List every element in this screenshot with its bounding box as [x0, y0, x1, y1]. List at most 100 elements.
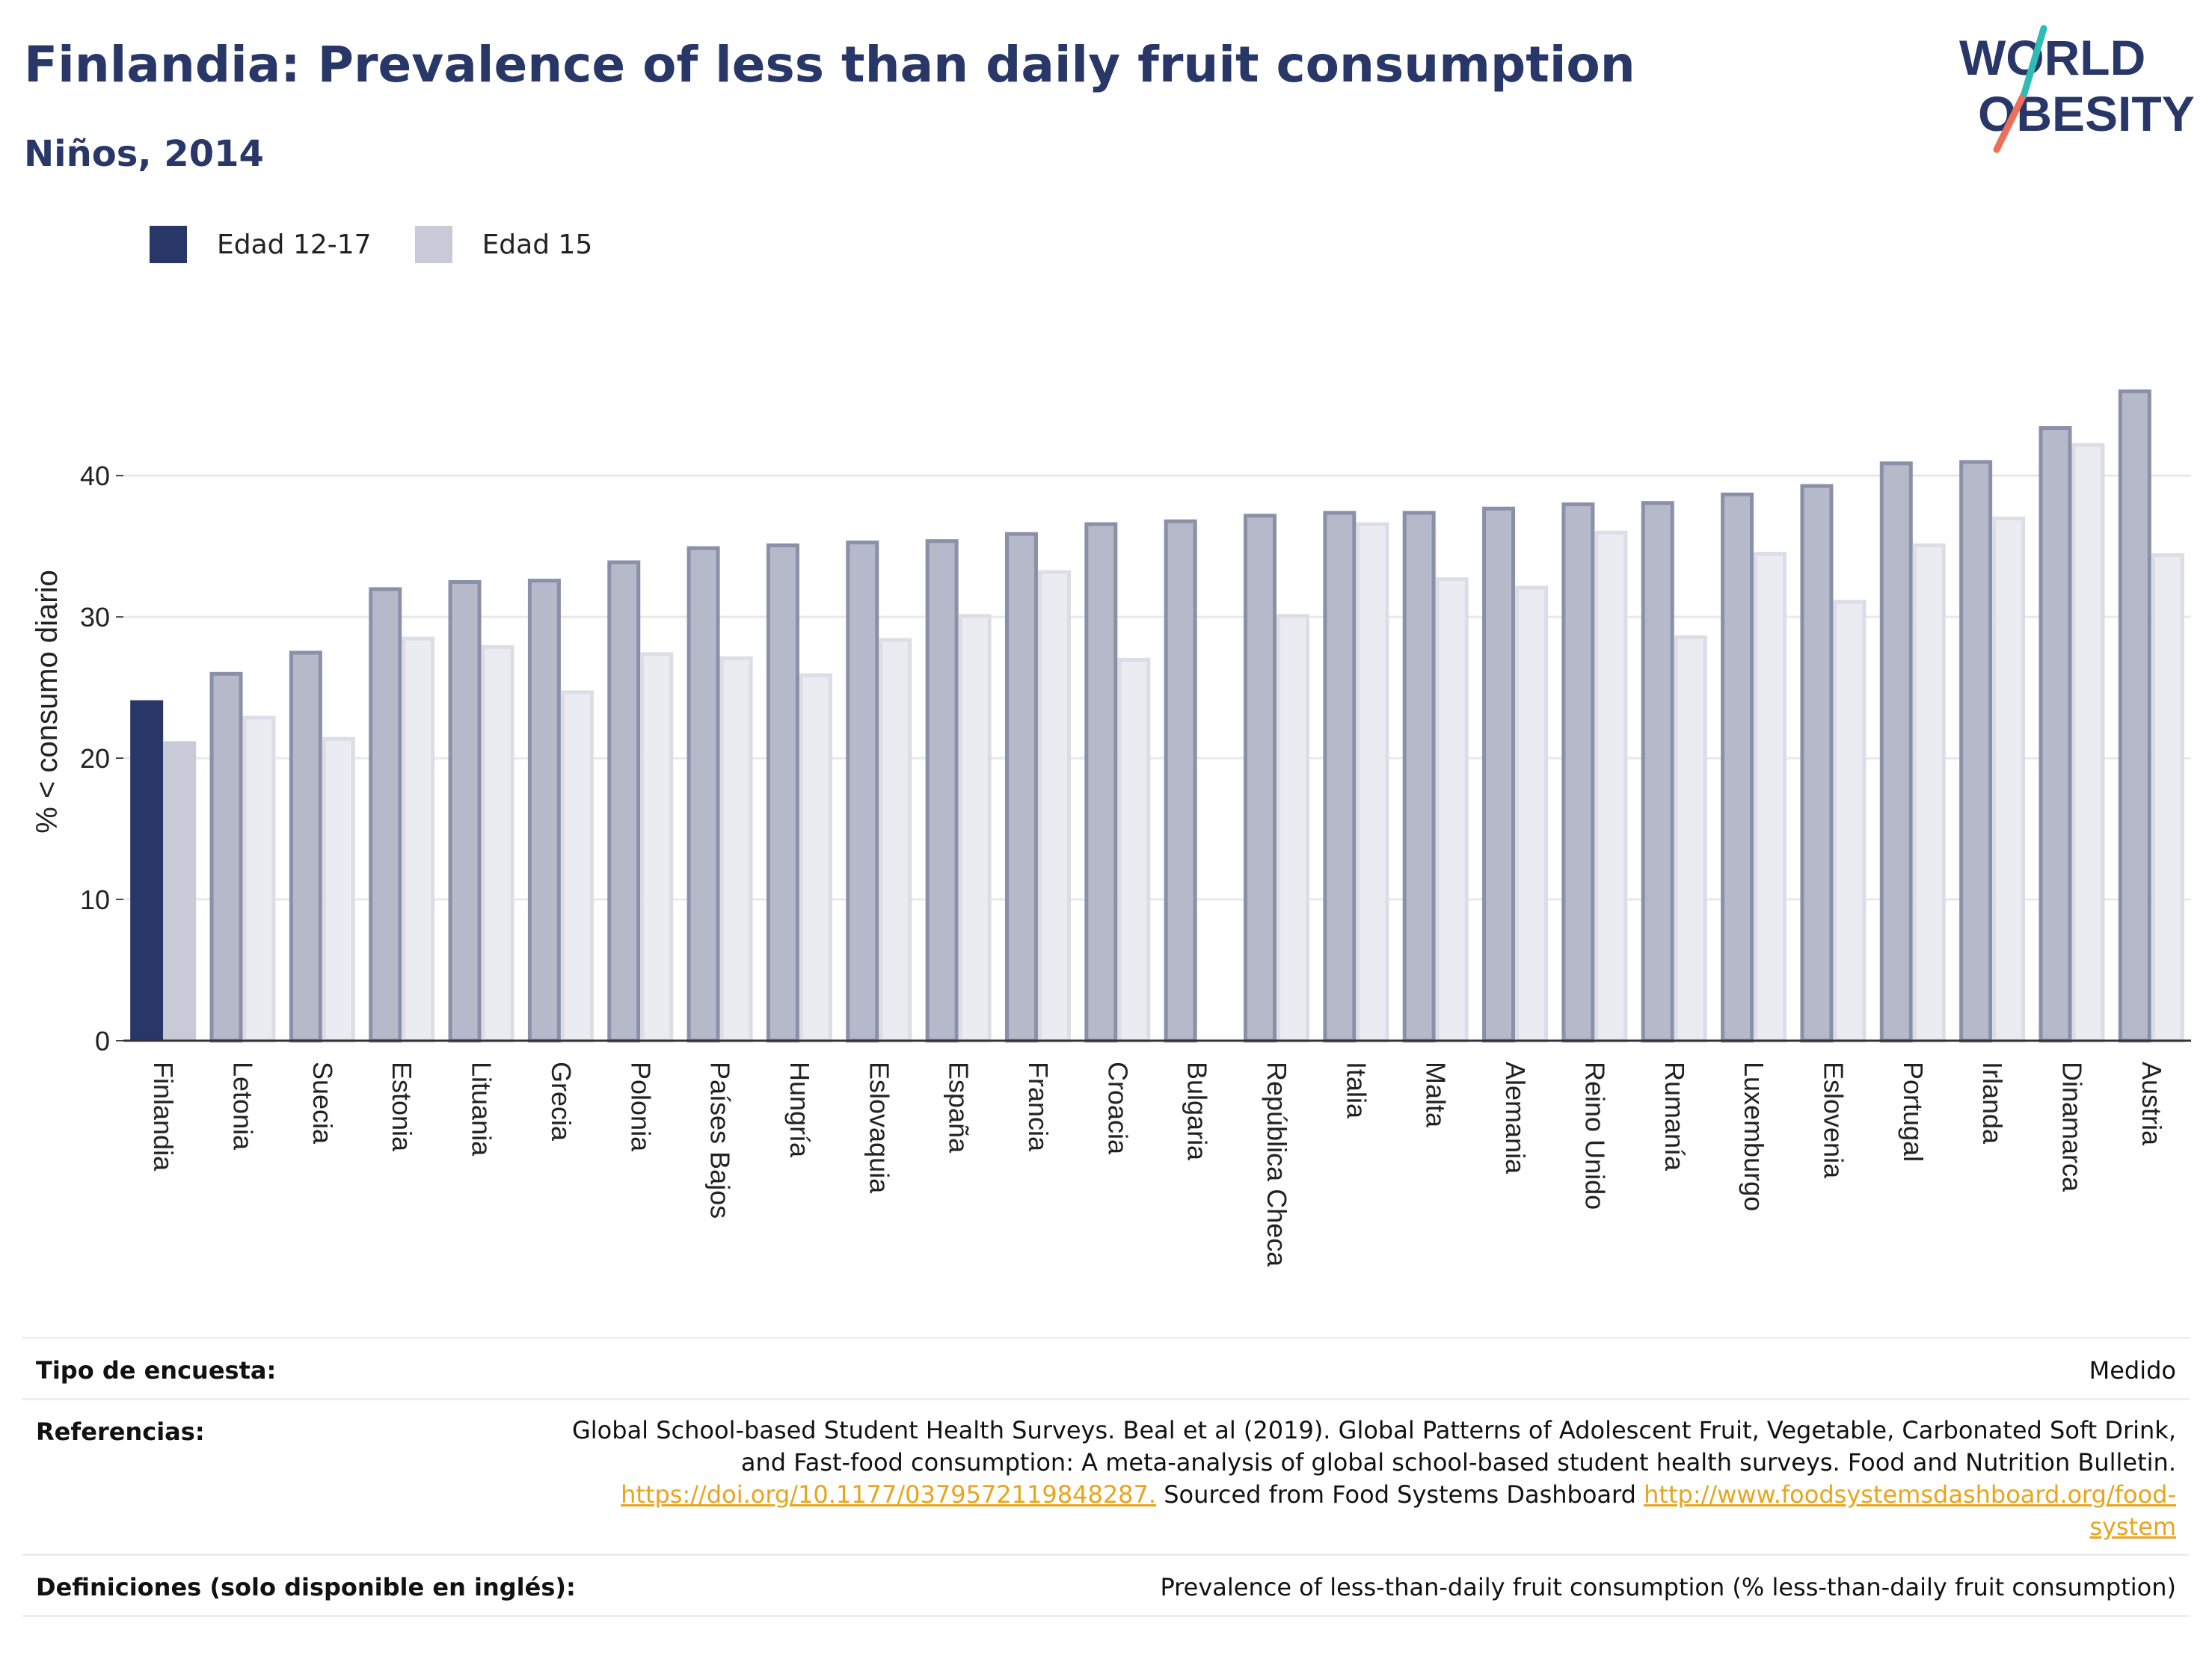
x-tick-label: Malta [1421, 1062, 1451, 1128]
x-tick-label: Dinamarca [2056, 1062, 2087, 1192]
bar-primary [686, 546, 720, 1043]
x-tick-label: Alemania [1500, 1062, 1531, 1175]
bar-primary [1800, 484, 1834, 1043]
bar-primary [1004, 532, 1038, 1043]
bar-secondary [322, 736, 355, 1043]
legend-label-secondary: Edad 15 [482, 229, 593, 260]
dashboard-link-continued[interactable]: system [2089, 1512, 2176, 1541]
x-tick-label: Portugal [1898, 1062, 1929, 1162]
bar-secondary [481, 644, 514, 1043]
dashboard-link[interactable]: http://www.foodsystemsdashboard.org/food… [1644, 1480, 2176, 1509]
footer-divider [22, 1554, 2190, 1556]
y-tick-label: 40 [80, 461, 110, 491]
references-label: Referencias: [36, 1418, 205, 1446]
x-tick-label: Estonia [387, 1062, 417, 1152]
x-tick-label: Polonia [625, 1062, 656, 1152]
x-tick-label: Reino Unido [1579, 1062, 1610, 1210]
bar-secondary [640, 652, 674, 1043]
x-tick-label: Irlanda [1977, 1062, 2008, 1145]
y-tick-label: 20 [80, 743, 110, 774]
legend-label-primary: Edad 12-17 [217, 229, 372, 260]
bar-chart: 0 10 20 30 40 % < consumo diario Finlandia Leto… [31, 389, 2191, 1267]
legend-item-edad-15[interactable]: Edad 15 [414, 226, 593, 263]
x-tick-label: Luxemburgo [1739, 1062, 1769, 1211]
bar-primary [2118, 389, 2151, 1043]
footer-survey-row: Tipo de encuesta: Medido [22, 1338, 2190, 1398]
bar-secondary [879, 638, 912, 1043]
bar-primary [1561, 502, 1595, 1043]
bar-secondary [1992, 516, 2026, 1043]
legend: Edad 12-17 Edad 15 [150, 224, 636, 265]
bar-primary [1641, 501, 1674, 1043]
references-line-3: https://doi.org/10.1177/0379572119848287… [531, 1479, 2176, 1511]
x-tick-label: Austria [2136, 1062, 2167, 1146]
bar-secondary [1356, 522, 1389, 1043]
bar-secondary [1754, 552, 1787, 1043]
x-tick-label: Eslovaquia [864, 1062, 894, 1194]
bar-primary [1244, 514, 1277, 1043]
bar-secondary [2071, 443, 2105, 1043]
bar-primary [289, 650, 322, 1043]
x-tick-label: Croacia [1102, 1062, 1133, 1155]
definitions-value: Prevalence of less-than-daily fruit cons… [1160, 1573, 2176, 1601]
bar-primary [1402, 511, 1436, 1043]
bar-primary [527, 579, 561, 1043]
x-tick-label: Italia [1341, 1062, 1371, 1119]
bar-primary [1323, 511, 1357, 1043]
bar-secondary [2151, 553, 2184, 1043]
bar-primary [448, 579, 482, 1043]
bar-secondary [1276, 614, 1310, 1043]
doi-link[interactable]: https://doi.org/10.1177/0379572119848287… [621, 1480, 1157, 1509]
x-tick-label: Bulgaria [1182, 1062, 1213, 1161]
chart-subtitle: Niños, 2014 [24, 133, 264, 175]
references-line-1: Global School-based Student Health Surve… [571, 1416, 2176, 1444]
bar-secondary [402, 636, 435, 1043]
definitions-label: Definiciones (solo disponible en inglés)… [36, 1573, 576, 1601]
bar-secondary [1833, 600, 1867, 1043]
x-tick-label: Países Bajos [705, 1062, 736, 1219]
bar-primary [1959, 460, 1993, 1043]
x-tick-label: Rumanía [1659, 1062, 1690, 1172]
bar-primary [130, 700, 164, 1041]
footer-references-row: Referencias: Global School-based Student… [22, 1400, 2190, 1554]
bar-secondary [163, 741, 197, 1041]
logo-line-world: WORLD [1959, 30, 2145, 85]
bar-secondary [1912, 543, 1946, 1043]
bar-primary [1482, 506, 1516, 1043]
x-tick-label: España [944, 1062, 974, 1154]
bar-secondary [1117, 657, 1151, 1043]
survey-type-value: Medido [2089, 1356, 2176, 1385]
bar-primary [1721, 492, 1754, 1043]
bar-secondary [1037, 570, 1071, 1043]
bar-primary [925, 539, 959, 1043]
x-tick-label: Francia [1023, 1062, 1054, 1152]
legend-swatch-primary [150, 226, 187, 263]
references-value: Global School-based Student Health Surve… [531, 1415, 2176, 1543]
logo-slash-coral [1993, 90, 2028, 153]
bar-secondary [1674, 635, 1707, 1043]
references-line-2: and Fast-food consumption: A meta-analys… [740, 1448, 2176, 1477]
y-tick-label: 0 [95, 1026, 110, 1056]
references-sourced: Sourced from Food Systems Dashboard [1156, 1480, 1644, 1509]
footer-divider [22, 1398, 2190, 1400]
bar-secondary [1515, 585, 1549, 1043]
bar-secondary [1435, 577, 1469, 1043]
bar-secondary [719, 656, 753, 1043]
bar-primary [1084, 522, 1118, 1043]
legend-swatch-secondary [414, 226, 452, 263]
bar-primary [369, 587, 402, 1043]
bar-primary [209, 671, 243, 1043]
survey-type-label: Tipo de encuesta: [36, 1356, 277, 1385]
bar-secondary [1594, 530, 1628, 1043]
footer-divider [22, 1337, 2190, 1339]
x-tick-label: Grecia [546, 1062, 577, 1142]
bar-primary [766, 543, 799, 1043]
y-tick-label: 10 [80, 884, 110, 915]
bar-primary [1164, 519, 1197, 1043]
y-axis-label: % < consumo diario [31, 570, 64, 833]
x-tick-label: Eslovenia [1818, 1062, 1849, 1179]
x-tick-label: República Checa [1262, 1062, 1292, 1267]
x-tick-label: Letonia [228, 1062, 259, 1151]
legend-item-edad-12-17[interactable]: Edad 12-17 [150, 226, 372, 263]
x-tick-label: Finlandia [148, 1062, 179, 1172]
